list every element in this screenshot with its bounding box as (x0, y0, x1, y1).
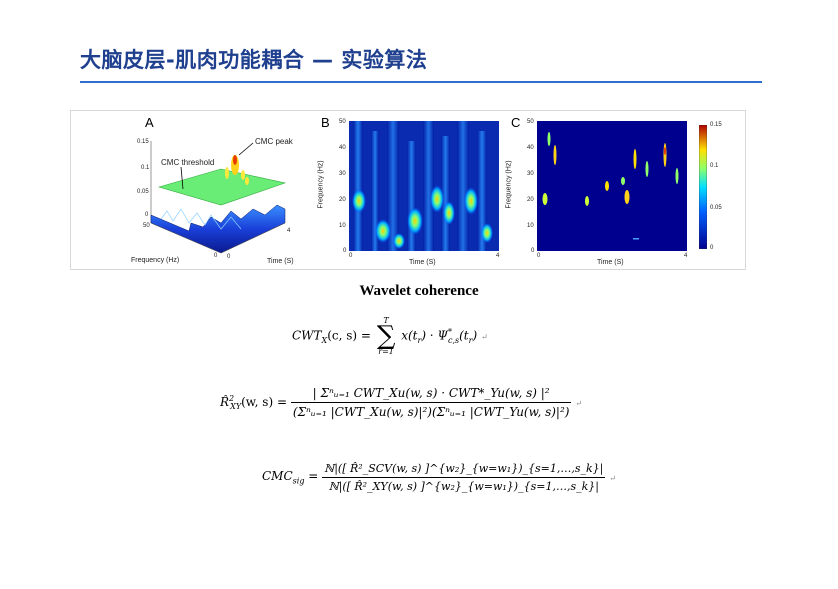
section-heading: Wavelet coherence (359, 283, 479, 299)
time-tick-1: 4 (287, 228, 291, 234)
title-underline (80, 81, 762, 83)
time-tick-0: 0 (227, 254, 231, 260)
panel-b-heatmap (349, 121, 499, 251)
eq1-psi-sub: c,s (447, 335, 460, 345)
eq3-fraction: ℕ|([ R̂²_SCV(w, s) ]^{w₂}_{w=w₁})_{s=1,…… (322, 462, 606, 493)
eq2-denominator: (Σⁿᵤ₌₁ |CWT_Xu(w, s)|²)(Σⁿᵤ₌₁ |CWT_Yu(w,… (290, 402, 572, 419)
eq1-sigma: ∑ (376, 321, 396, 351)
equation-coherence: R̂2XY(w, s) = | Σⁿᵤ₌₁ CWT_Xu(w, s) · CWT… (220, 386, 582, 419)
panel-c: C 50 40 30 20 10 0 0 4 Frequency (Hz) Ti… (501, 111, 745, 269)
panel-c-label: C (511, 115, 521, 130)
eq3-equals: = (308, 469, 319, 484)
eq1-body3-sub: r (468, 335, 473, 345)
colorbar-tick-01: 0.1 (710, 163, 719, 169)
z-tick-0: 0.15 (137, 139, 149, 145)
panel-a-ylabel: Time (S) (267, 258, 294, 265)
panel-a-label: A (145, 115, 154, 130)
panel-a-surface-plot (150, 141, 287, 254)
equation-cwt: CWTX(c, s) = T ∑ r=1 x(tr) · Ψ*c,s(tr) ↵ (292, 316, 488, 356)
c-x-tick-4: 4 (684, 253, 688, 259)
eq1-lhs: CWT (292, 328, 322, 343)
panel-b-label: B (321, 115, 330, 130)
wavelet-figure: A CMC peak CMC threshold (70, 110, 746, 270)
eq1-lhs-args: (c, s) = (327, 328, 371, 343)
panel-b-ylabel: Frequency (Hz) (317, 160, 325, 209)
c-y-tick-40: 40 (527, 145, 534, 151)
c-y-tick-20: 20 (527, 197, 534, 203)
cmc-threshold-annotation: CMC threshold (161, 158, 215, 167)
eq2-lhs-args: (w, s) = (241, 394, 287, 409)
b-y-tick-30: 30 (339, 171, 346, 177)
panel-a: A CMC peak CMC threshold (71, 111, 296, 269)
eq1-body: x(t (401, 328, 418, 343)
b-y-tick-40: 40 (339, 145, 346, 151)
colorbar-tick-015: 0.15 (710, 122, 722, 128)
colorbar-tick-005: 0.05 (710, 205, 722, 211)
c-y-tick-30: 30 (527, 171, 534, 177)
panel-c-heatmap (537, 121, 687, 251)
eq1-sum-top: T (383, 316, 389, 325)
panel-b-xlabel: Time (S) (409, 259, 436, 266)
freq-tick-0: 50 (143, 223, 150, 229)
b-y-tick-50: 50 (339, 119, 346, 125)
b-y-tick-0: 0 (343, 248, 347, 254)
eq2-lhs-sup: 2 (229, 393, 235, 403)
eq3-denominator: ℕ|([ R̂²_XY(w, s) ]^{w₂}_{w=w₁})_{s=1,…,… (322, 477, 606, 493)
eq1-body2: ) · Ψ (421, 328, 448, 343)
eq2-return-mark: ↵ (575, 399, 582, 408)
eq2-fraction: | Σⁿᵤ₌₁ CWT_Xu(w, s) · CWT*_Yu(w, s) |² … (290, 386, 572, 419)
b-y-tick-10: 10 (339, 223, 346, 229)
panel-c-xlabel: Time (S) (597, 259, 624, 266)
eq2-lhs: R̂ (220, 394, 230, 409)
z-tick-1: 0.1 (141, 165, 150, 171)
panel-b: B (303, 111, 518, 269)
slide-title: 大脑皮层-肌肉功能耦合 — 实验算法 (80, 48, 428, 72)
z-tick-2: 0.05 (137, 189, 149, 195)
colorbar (699, 125, 707, 249)
eq2-numerator: | Σⁿᵤ₌₁ CWT_Xu(w, s) · CWT*_Yu(w, s) |² (312, 386, 550, 400)
eq1-sum-bottom: r=1 (378, 347, 394, 356)
c-y-tick-10: 10 (527, 223, 534, 229)
b-y-tick-20: 20 (339, 197, 346, 203)
eq3-return-mark: ↵ (609, 474, 616, 483)
panel-c-ylabel: Frequency (Hz) (505, 160, 513, 209)
b-x-tick-4: 4 (496, 253, 500, 259)
eq1-body4: ) (472, 328, 478, 343)
eq1-psi-sup: * (447, 327, 452, 337)
eq1-body-sub: r (417, 335, 422, 345)
c-y-tick-50: 50 (527, 119, 534, 125)
eq3-lhs: CMC (262, 469, 293, 484)
z-tick-3: 0 (145, 212, 149, 218)
eq3-lhs-sub: sig (292, 476, 305, 486)
eq1-lhs-sub: X (321, 335, 328, 345)
b-x-tick-0: 0 (349, 253, 353, 259)
eq1-return-mark: ↵ (480, 332, 488, 342)
colorbar-tick-0: 0 (710, 245, 714, 251)
panel-a-xlabel: Frequency (Hz) (131, 257, 180, 264)
eq2-lhs-sub: XY (230, 402, 242, 412)
eq1-body3: (t (459, 328, 469, 343)
c-x-tick-0: 0 (537, 253, 541, 259)
cmc-peak-annotation: CMC peak (255, 137, 293, 146)
freq-tick-1: 0 (214, 253, 218, 259)
equation-cmc-sig: CMCsig = ℕ|([ R̂²_SCV(w, s) ]^{w₂}_{w=w₁… (262, 462, 616, 493)
eq3-numerator: ℕ|([ R̂²_SCV(w, s) ]^{w₂}_{w=w₁})_{s=1,…… (324, 462, 604, 475)
c-y-tick-0: 0 (531, 248, 535, 254)
